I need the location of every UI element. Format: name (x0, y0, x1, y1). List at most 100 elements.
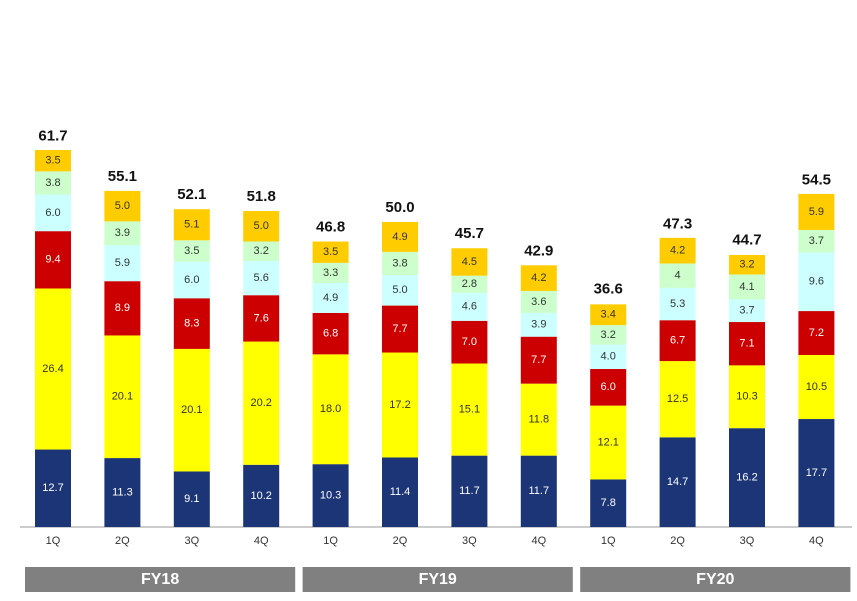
segment-label: 7.0 (462, 336, 477, 348)
bar-segment (590, 369, 627, 406)
segment-label: 11.7 (459, 485, 480, 497)
group-label: FY19 (419, 571, 457, 588)
segment-label: 12.7 (42, 482, 63, 494)
bar-segment (451, 248, 488, 276)
segment-label: 5.0 (115, 200, 130, 212)
bar-segment (798, 419, 835, 527)
segment-label: 4.9 (323, 292, 338, 304)
segment-label: 3.8 (45, 177, 60, 189)
total-label: 61.7 (38, 128, 67, 145)
bar-segment (798, 354, 835, 420)
x-tick-label: 4Q (809, 535, 824, 547)
bar-segment (798, 193, 835, 230)
bar-segment (243, 241, 280, 262)
bar-segment (798, 229, 835, 253)
bar-segment (590, 479, 627, 527)
x-tick-label: 3Q (184, 535, 199, 547)
bar-segment (729, 365, 765, 429)
bar-segment (35, 449, 71, 527)
bar-segment (729, 322, 765, 366)
bar-segment (520, 383, 557, 456)
bar-segment (312, 262, 349, 283)
segment-label: 3.2 (254, 245, 269, 257)
bar-segment (35, 194, 71, 232)
group-band (580, 567, 851, 592)
bar-segment (104, 190, 141, 222)
total-label: 46.8 (316, 218, 345, 235)
bar-segment (382, 251, 418, 276)
group-band (302, 567, 573, 592)
segment-label: 9.6 (809, 276, 824, 288)
bar-segment (312, 241, 349, 263)
segment-label: 4.2 (531, 272, 546, 284)
bar-segment (243, 261, 280, 296)
segment-label: 9.4 (45, 254, 60, 266)
bar-segment (312, 464, 349, 527)
segment-label: 5.6 (254, 272, 269, 284)
segment-label: 18.0 (320, 403, 341, 415)
segment-label: 20.1 (112, 391, 133, 403)
segment-label: 20.1 (181, 404, 202, 416)
total-label: 54.5 (802, 172, 831, 189)
bar-segment (104, 281, 141, 336)
segment-label: 6.0 (45, 207, 60, 219)
segment-label: 11.4 (390, 486, 411, 498)
total-label: 51.8 (247, 188, 276, 205)
bar-segment (659, 287, 696, 321)
bar-segment (35, 171, 71, 195)
bar-segment (590, 325, 627, 345)
segment-label: 17.2 (389, 399, 410, 411)
segment-label: 8.9 (115, 302, 130, 314)
segment-label: 4.0 (601, 351, 616, 363)
segment-label: 5.0 (254, 220, 269, 232)
segment-label: 16.2 (736, 471, 757, 483)
bar-segment (590, 405, 627, 480)
segment-label: 3.7 (809, 235, 824, 247)
bar-segment (173, 240, 210, 262)
segment-label: 2.8 (462, 278, 477, 290)
total-label: 45.7 (455, 225, 484, 242)
bar-segment (520, 336, 557, 384)
x-tick-label: 1Q (601, 535, 616, 547)
segment-label: 3.3 (323, 267, 338, 279)
segment-label: 7.6 (254, 312, 269, 324)
segment-label: 4.2 (670, 245, 685, 257)
x-tick-label: 2Q (670, 535, 685, 547)
bar-segment (451, 275, 488, 293)
segment-label: 12.1 (597, 436, 618, 448)
bar-segment (798, 252, 835, 312)
segment-label: 3.5 (184, 245, 199, 257)
bar-segment (35, 231, 71, 289)
segment-label: 6.0 (184, 274, 199, 286)
x-tick-label: 1Q (46, 535, 61, 547)
segment-label: 5.0 (392, 284, 407, 296)
segment-label: 10.3 (736, 391, 757, 403)
segment-label: 3.9 (115, 227, 130, 239)
segment-label: 7.7 (392, 323, 407, 335)
bar-segment (382, 275, 418, 306)
bar-segment (451, 320, 488, 364)
bar-segment (798, 311, 835, 355)
bar-segment (659, 320, 696, 362)
segment-label: 5.9 (809, 206, 824, 218)
bar-segment (243, 341, 280, 465)
bar-segment (451, 363, 488, 456)
bar-segment (104, 221, 141, 246)
segment-label: 10.3 (320, 489, 341, 501)
bar-segment (590, 304, 627, 326)
bar-segment (520, 312, 557, 337)
bar-segment (243, 211, 280, 242)
x-tick-label: 4Q (531, 535, 546, 547)
segment-label: 6.0 (601, 381, 616, 393)
group-label: FY18 (141, 571, 179, 588)
segment-label: 5.9 (115, 257, 130, 269)
bar-segment (659, 237, 696, 264)
segment-label: 3.8 (392, 257, 407, 269)
segment-label: 4.1 (739, 281, 754, 293)
segment-label: 6.8 (323, 328, 338, 340)
x-tick-label: 2Q (393, 535, 408, 547)
bar-segment (382, 222, 418, 252)
total-label: 52.1 (177, 186, 206, 203)
bar-segment (659, 263, 696, 288)
bar-segment (104, 335, 141, 459)
